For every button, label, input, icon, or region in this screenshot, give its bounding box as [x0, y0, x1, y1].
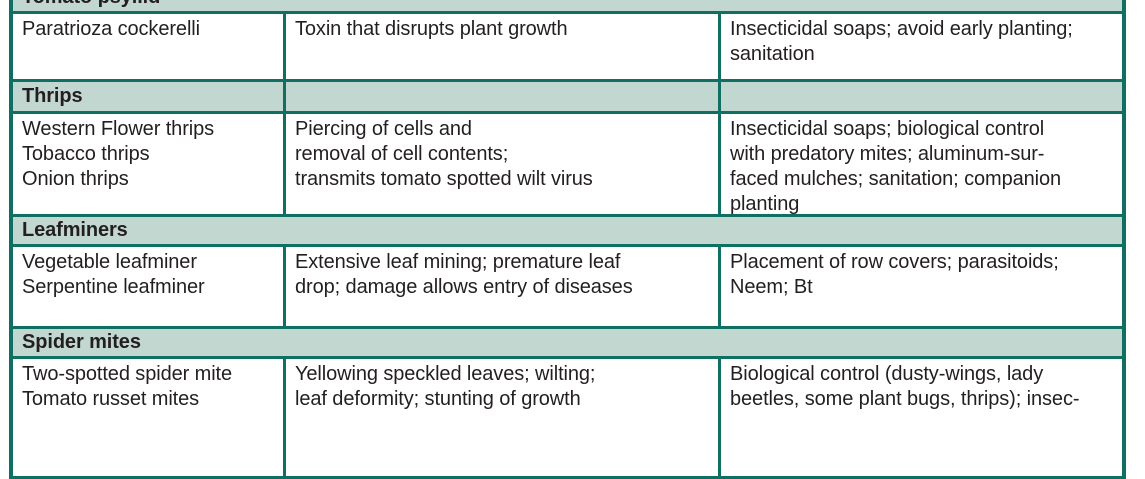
- cell-damage: Piercing of cells and removal of cell co…: [283, 114, 718, 214]
- band-cell-control: [718, 82, 1122, 111]
- section-title: Thrips: [22, 85, 83, 107]
- pest-names: Paratrioza cockerelli: [22, 18, 200, 40]
- control-methods: Biological control (dusty-wings, lady be…: [730, 363, 1080, 410]
- cell-pest: Paratrioza cockerelli: [13, 14, 283, 79]
- cell-pest: Vegetable leafminer Serpentine leafminer: [13, 247, 283, 326]
- damage-description: Piercing of cells and removal of cell co…: [295, 118, 593, 190]
- cell-damage: Extensive leaf mining; premature leaf dr…: [283, 247, 718, 326]
- section-band-tomato-psyllid: Tomato psyllid: [13, 0, 1122, 14]
- table-row-spider-mites: Two-spotted spider mite Tomato russet mi…: [13, 359, 1122, 479]
- cell-pest: Western Flower thrips Tobacco thrips Oni…: [13, 114, 283, 214]
- cell-damage: Yellowing speckled leaves; wilting; leaf…: [283, 359, 718, 476]
- damage-description: Extensive leaf mining; premature leaf dr…: [295, 251, 633, 298]
- cell-control: Insecticidal soaps; biological control w…: [718, 114, 1122, 214]
- band-cell-pest: Thrips: [13, 82, 283, 111]
- control-methods: Insecticidal soaps; avoid early planting…: [730, 18, 1073, 65]
- section-band-spider-mites: Spider mites: [13, 329, 1122, 359]
- control-methods: Placement of row covers; parasitoids; Ne…: [730, 251, 1059, 298]
- pest-names: Vegetable leafminer Serpentine leafminer: [22, 251, 205, 298]
- damage-description: Toxin that disrupts plant growth: [295, 18, 568, 40]
- cell-control: Placement of row covers; parasitoids; Ne…: [718, 247, 1122, 326]
- cell-damage: Toxin that disrupts plant growth: [283, 14, 718, 79]
- cell-control: Insecticidal soaps; avoid early planting…: [718, 14, 1122, 79]
- pest-control-table: Tomato psyllid Paratrioza cockerelli Tox…: [9, 0, 1126, 479]
- control-methods: Insecticidal soaps; biological control w…: [730, 118, 1062, 214]
- band-cell-damage: [283, 82, 718, 111]
- damage-description: Yellowing speckled leaves; wilting; leaf…: [295, 363, 596, 410]
- section-title: Spider mites: [22, 331, 141, 353]
- section-title: Leafminers: [22, 219, 128, 241]
- pest-names: Two-spotted spider mite Tomato russet mi…: [22, 363, 233, 410]
- cell-pest: Two-spotted spider mite Tomato russet mi…: [13, 359, 283, 476]
- section-band-thrips: Thrips: [13, 82, 1122, 114]
- section-band-leafminers: Leafminers: [13, 217, 1122, 247]
- pest-names: Western Flower thrips Tobacco thrips Oni…: [22, 118, 215, 190]
- table-row-leafminers: Vegetable leafminer Serpentine leafminer…: [13, 247, 1122, 329]
- cell-control: Biological control (dusty-wings, lady be…: [718, 359, 1122, 476]
- section-title: Tomato psyllid: [13, 0, 160, 9]
- table-row-thrips: Western Flower thrips Tobacco thrips Oni…: [13, 114, 1122, 217]
- table-row-tomato-psyllid: Paratrioza cockerelli Toxin that disrupt…: [13, 14, 1122, 82]
